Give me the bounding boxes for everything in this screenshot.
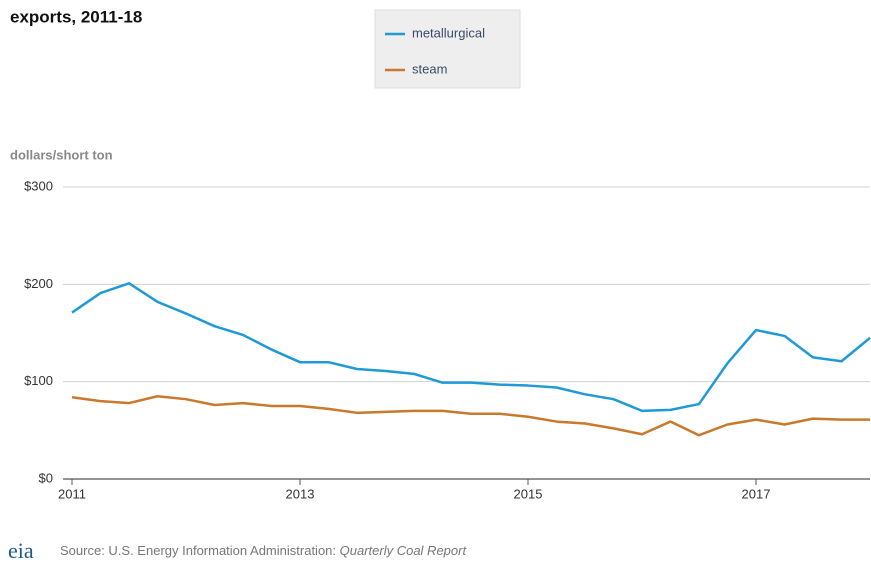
source: Source: U.S. Energy Information Administ… (60, 543, 467, 558)
source-report: Quarterly Coal Report (340, 543, 468, 558)
x-tick-label: 2015 (514, 486, 543, 501)
y-tick-label: $100 (24, 373, 53, 388)
source-text: Source: U.S. Energy Information Administ… (60, 543, 340, 558)
legend-label: steam (412, 61, 447, 76)
chart-title: exports, 2011-18 (10, 7, 142, 26)
y-tick-label: $0 (39, 470, 53, 485)
line-series (71, 395, 870, 437)
x-tick-label: 2011 (58, 486, 86, 501)
logo: eia (8, 538, 34, 563)
legend-label: metallurgical (412, 25, 485, 40)
y-tick-label: $200 (24, 276, 53, 291)
y-axis-label: dollars/short ton (10, 147, 113, 162)
x-tick-label: 2013 (286, 486, 315, 501)
x-tick-label: 2017 (742, 486, 771, 501)
y-tick-label: $300 (24, 178, 53, 193)
legend-box (374, 9, 521, 89)
line-series (71, 282, 871, 413)
